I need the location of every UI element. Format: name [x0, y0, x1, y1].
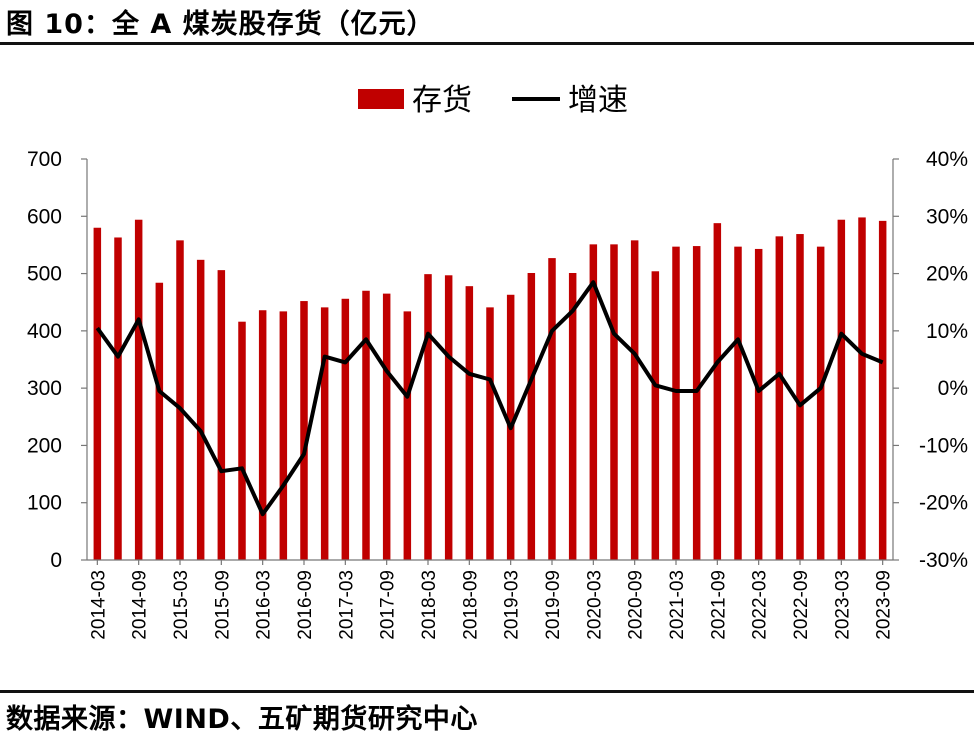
x-tick-label: 2018-09	[460, 570, 481, 640]
inventory-bar	[796, 234, 804, 560]
title-divider	[0, 42, 974, 45]
left-tick-label: 400	[27, 320, 62, 343]
left-tick-label: 500	[27, 263, 62, 286]
growth-line	[95, 280, 884, 517]
left-tick-label: 600	[27, 205, 62, 228]
inventory-bar	[382, 293, 391, 560]
x-tick-label: 2020-09	[626, 570, 647, 640]
x-tick-label: 2018-03	[419, 570, 440, 640]
inventory-bar	[548, 258, 556, 560]
inventory-bar	[403, 311, 412, 560]
right-tick-label: -10%	[919, 434, 968, 457]
inventory-bar	[258, 310, 267, 560]
x-tick-label: 2017-09	[378, 570, 399, 640]
inventory-bars	[93, 217, 887, 561]
inventory-bar	[651, 271, 660, 560]
inventory-bar	[630, 240, 639, 561]
left-tick-label: 100	[27, 492, 62, 515]
legend-label-inventory: 存货	[412, 83, 472, 118]
inventory-bar	[114, 237, 122, 560]
inventory-bar	[300, 301, 308, 560]
inventory-bar	[238, 321, 246, 560]
inventory-bar	[589, 244, 598, 560]
legend-label-growth: 增速	[568, 83, 628, 118]
inventory-bar	[217, 270, 226, 560]
inventory-bar	[858, 217, 866, 560]
right-tick-label: 0%	[938, 377, 968, 400]
legend: 存货 增速	[358, 83, 628, 118]
x-tick-label: 2015-09	[212, 570, 233, 640]
inventory-bar	[568, 272, 577, 560]
inventory-bar	[692, 246, 701, 560]
inventory-bar	[196, 259, 205, 560]
left-tick-label: 700	[27, 148, 62, 171]
inventory-bar	[341, 298, 350, 560]
x-tick-label: 2014-09	[130, 570, 151, 640]
inventory-bar	[444, 275, 453, 560]
right-tick-label: 10%	[926, 320, 968, 343]
x-tick-label: 2016-03	[254, 570, 275, 640]
right-y-axis: -30% -20% -10% 0% 10% 20% 30% 40%	[892, 148, 968, 572]
x-tick-label: 2022-03	[750, 570, 771, 640]
chart-title: 图 10：全 A 煤炭股存货（亿元）	[6, 9, 435, 40]
x-tick-label: 2019-09	[543, 570, 564, 640]
inventory-bar	[362, 290, 370, 560]
inventory-bar	[320, 307, 329, 560]
left-tick-label: 0	[50, 549, 62, 572]
source-note: 数据来源：WIND、五矿期货研究中心	[6, 704, 478, 735]
x-tick-label: 2021-09	[708, 570, 729, 640]
inventory-bar	[754, 248, 763, 560]
inventory-bar	[713, 223, 722, 560]
inventory-bar	[134, 219, 143, 561]
legend-swatch-inventory	[358, 89, 404, 109]
x-axis: 2014-03 2014-09 2015-03 2015-09 2016-03 2016-…	[87, 559, 895, 640]
x-tick-label: 2017-03	[336, 570, 357, 640]
left-tick-label: 200	[27, 434, 62, 457]
right-tick-label: 40%	[926, 148, 968, 171]
inventory-chart: 存货 增速 0 100 200 300 400 500 600 700 -30% -20% -10…	[27, 83, 968, 640]
right-tick-label: -20%	[919, 492, 968, 515]
inventory-bar	[672, 246, 680, 560]
x-tick-label: 2023-03	[832, 570, 853, 640]
inventory-bar	[486, 307, 494, 560]
inventory-bar	[610, 244, 618, 560]
inventory-bar	[837, 219, 846, 561]
x-tick-label: 2022-09	[791, 570, 812, 640]
growth-series-line	[95, 280, 884, 517]
x-tick-label: 2014-03	[88, 570, 109, 640]
inventory-bar	[734, 246, 742, 560]
inventory-bar	[878, 220, 887, 560]
inventory-bar	[155, 282, 164, 560]
inventory-bar	[424, 274, 432, 560]
source-divider	[0, 690, 974, 693]
right-tick-label: 20%	[926, 263, 968, 286]
inventory-bar	[775, 236, 784, 561]
x-tick-label: 2019-03	[502, 570, 523, 640]
x-tick-label: 2020-03	[584, 570, 605, 640]
inventory-bar	[465, 286, 474, 560]
left-tick-label: 300	[27, 377, 62, 400]
inventory-bar	[279, 311, 288, 560]
inventory-bar	[93, 227, 102, 560]
left-y-axis: 0 100 200 300 400 500 600 700	[27, 148, 88, 572]
right-tick-label: -30%	[919, 549, 968, 572]
x-tick-label: 2021-03	[667, 570, 688, 640]
inventory-bar	[527, 272, 536, 560]
inventory-bar	[176, 240, 184, 561]
inventory-bar	[816, 246, 825, 560]
x-tick-label: 2015-03	[171, 570, 192, 640]
x-tick-label: 2023-09	[874, 570, 895, 640]
x-tick-label: 2016-09	[295, 570, 316, 640]
right-tick-label: 30%	[926, 205, 968, 228]
